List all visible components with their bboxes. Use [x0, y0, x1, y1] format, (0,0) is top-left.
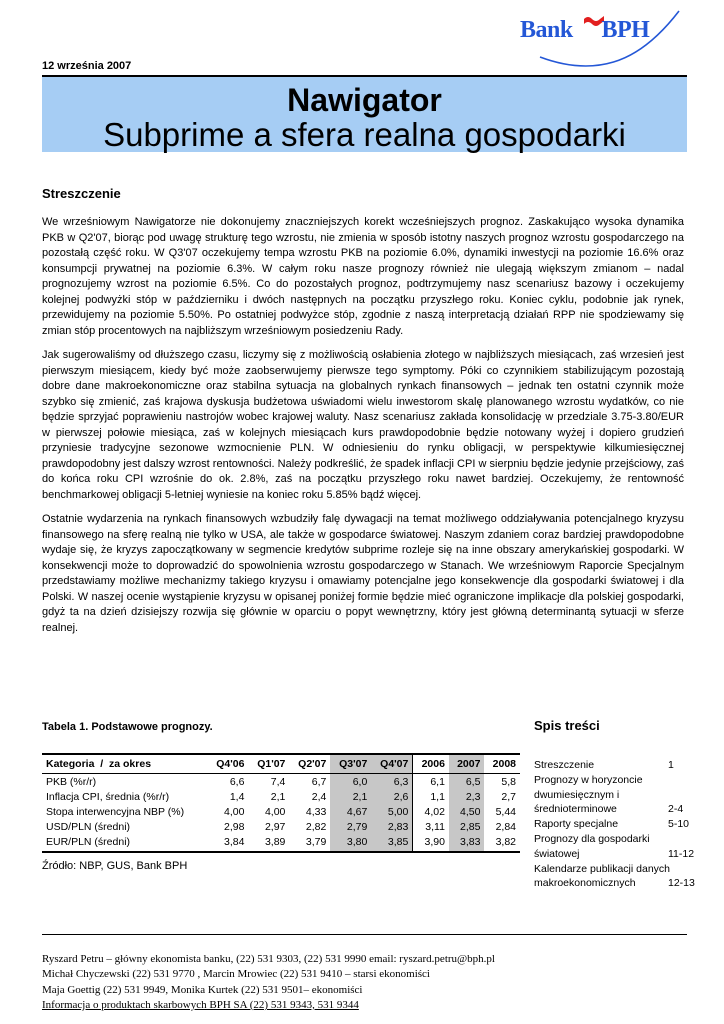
svg-text:BPH: BPH	[602, 17, 651, 43]
svg-text:Bank: Bank	[520, 17, 574, 43]
